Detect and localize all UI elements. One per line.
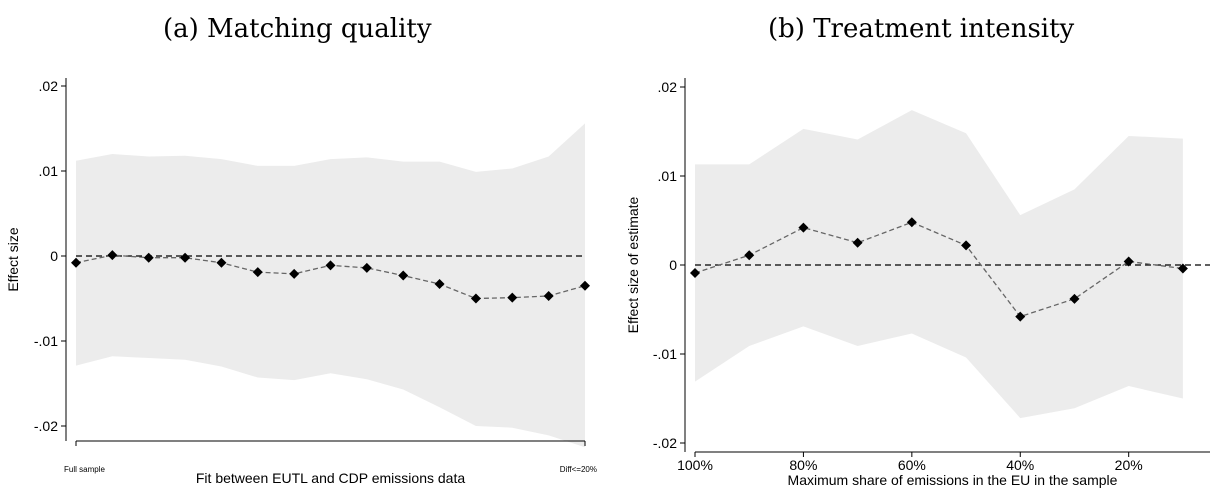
data-point xyxy=(507,292,518,303)
data-point xyxy=(798,222,809,233)
data-point xyxy=(180,252,191,263)
data-point xyxy=(1123,256,1134,267)
y-axis-title: Effect size xyxy=(5,227,21,292)
data-point xyxy=(1015,311,1026,322)
y-tick-label: 0 xyxy=(50,248,58,264)
y-tick-label: .01 xyxy=(39,163,59,179)
confidence-band xyxy=(76,123,585,448)
data-point xyxy=(690,268,700,279)
y-tick-label: 0 xyxy=(669,257,677,273)
data-point xyxy=(906,217,917,228)
data-point xyxy=(107,250,118,261)
y-tick-label: -.01 xyxy=(34,333,58,349)
y-axis-title: Effect size of estimate xyxy=(625,196,641,333)
data-point xyxy=(1069,293,1080,304)
y-tick-label: -.02 xyxy=(653,435,677,451)
x-tick-label: 80% xyxy=(789,457,817,473)
data-point xyxy=(852,237,863,248)
data-point xyxy=(543,290,554,301)
data-point xyxy=(216,257,227,268)
data-point xyxy=(289,268,300,279)
x-tick-label: 20% xyxy=(1115,457,1143,473)
data-point xyxy=(71,257,81,268)
data-point xyxy=(744,250,755,261)
panel-a-title: (a) Matching quality xyxy=(163,14,432,44)
x-tick-label: Full sample xyxy=(64,465,105,474)
confidence-band xyxy=(695,110,1183,419)
x-axis-title: Fit between EUTL and CDP emissions data xyxy=(196,470,465,486)
data-point xyxy=(252,267,263,278)
data-point xyxy=(434,279,445,290)
chart-panel-a: .02 .01 0 -.01 -.02 Full sample Diff<=20% Fit b… xyxy=(5,78,597,486)
data-point xyxy=(398,270,409,281)
data-point xyxy=(1177,263,1188,274)
y-tick-label: -.02 xyxy=(34,418,58,434)
x-tick-label: 100% xyxy=(677,457,713,473)
data-point xyxy=(361,262,372,273)
x-tick-label: 60% xyxy=(898,457,926,473)
data-point xyxy=(470,293,481,304)
x-tick-label: 40% xyxy=(1006,457,1034,473)
x-axis-title: Maximum share of emissions in the EU in … xyxy=(788,472,1118,488)
y-tick-label: .02 xyxy=(658,79,678,95)
data-point xyxy=(961,240,972,251)
panel-b-title: (b) Treatment intensity xyxy=(768,14,1075,44)
y-tick-label: .02 xyxy=(39,78,59,94)
y-tick-label: -.01 xyxy=(653,346,677,362)
data-point xyxy=(143,252,154,263)
x-tick-label: Diff<=20% xyxy=(560,465,597,474)
y-tick-label: .01 xyxy=(658,168,678,184)
data-point xyxy=(325,260,336,271)
data-point xyxy=(580,280,590,291)
